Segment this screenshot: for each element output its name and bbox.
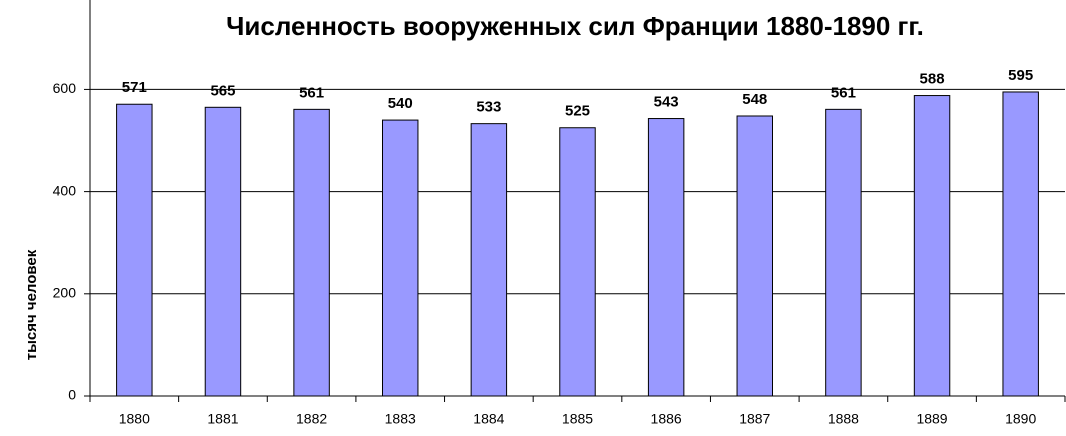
y-tick-label: 400 [53,182,77,198]
bar [825,108,862,397]
value-label: 540 [388,95,413,112]
value-label: 561 [299,84,324,101]
y-tick-label: 200 [53,285,77,301]
x-tick-label: 1880 [119,411,150,427]
value-label: 543 [654,94,679,111]
y-tick-label: 0 [68,387,76,403]
x-tick-label: 1884 [473,411,504,427]
chart-title: Численность вооруженных сил Франции 1880… [226,11,924,41]
x-tick-label: 1889 [916,411,947,427]
x-tick-label: 1883 [385,411,416,427]
x-tick-label: 1890 [1005,411,1036,427]
bar [382,119,419,397]
y-axis-label: тысяч человек [23,249,40,360]
x-tick-label: 1887 [739,411,770,427]
bar [293,108,330,397]
bar [1002,91,1039,397]
value-label: 588 [920,71,945,88]
x-tick-label: 1882 [296,411,327,427]
value-label: 561 [831,84,856,101]
value-label: 565 [210,82,235,99]
y-tick-label: 600 [53,80,77,96]
value-label: 525 [565,103,590,120]
value-label: 571 [122,79,147,96]
value-label: 548 [742,91,767,108]
bar [204,106,242,397]
x-tick-label: 1881 [207,411,238,427]
value-label: 533 [476,99,501,116]
bar [913,95,951,397]
value-label: 595 [1008,67,1033,84]
x-tick-label: 1885 [562,411,593,427]
bar [559,127,596,397]
bar [736,115,774,397]
x-tick-label: 1888 [828,411,859,427]
x-tick-label: 1886 [651,411,682,427]
bar [116,103,153,397]
bar [470,123,508,397]
bar [647,118,685,397]
